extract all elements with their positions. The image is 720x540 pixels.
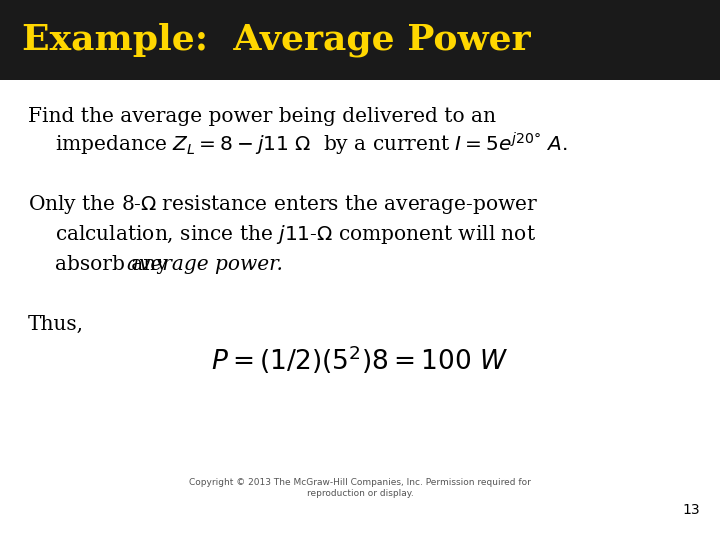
Text: absorb any: absorb any — [55, 255, 174, 274]
Text: Only the 8-$\Omega$ resistance enters the average-power: Only the 8-$\Omega$ resistance enters th… — [28, 193, 538, 216]
Text: $P = (1/2)(5^2)8 = 100\ W$: $P = (1/2)(5^2)8 = 100\ W$ — [211, 343, 509, 376]
Bar — [0, 0, 720, 80]
Text: average power.: average power. — [127, 255, 283, 274]
Text: Copyright © 2013 The McGraw-Hill Companies, Inc. Permission required for
reprodu: Copyright © 2013 The McGraw-Hill Compani… — [189, 478, 531, 498]
Text: Example:  Average Power: Example: Average Power — [22, 23, 531, 57]
Text: impedance $Z_L= 8 - j11\ \Omega$  by a current $I= 5e^{j20°}\ A.$: impedance $Z_L= 8 - j11\ \Omega$ by a cu… — [55, 131, 567, 159]
Text: calculation, since the $j11$-$\Omega$ component will not: calculation, since the $j11$-$\Omega$ co… — [55, 223, 536, 246]
Text: Find the average power being delivered to an: Find the average power being delivered t… — [28, 107, 496, 126]
Text: 13: 13 — [683, 503, 700, 517]
Text: Thus,: Thus, — [28, 315, 84, 334]
Bar — [0, 80, 720, 540]
